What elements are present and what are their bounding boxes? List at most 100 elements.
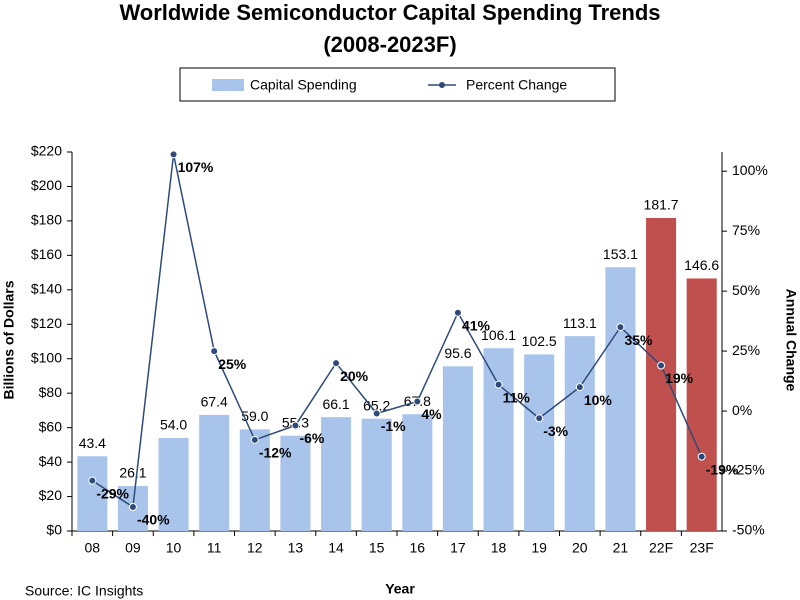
x-tick-label: 10 (166, 540, 182, 556)
x-tick-label: 21 (613, 540, 629, 556)
line-value-label: 41% (462, 317, 491, 333)
legend-label: Percent Change (466, 77, 567, 93)
x-tick-label: 11 (207, 540, 222, 556)
bar (483, 348, 514, 531)
source: Source: IC Insights (25, 583, 143, 599)
bar (524, 354, 555, 531)
bar-value-label: 102.5 (522, 333, 557, 349)
bar (686, 278, 717, 531)
bar-value-label: 54.0 (160, 417, 187, 433)
legend-box (179, 67, 616, 102)
line-marker (210, 347, 219, 356)
y2-tick-label: 75% (732, 222, 760, 238)
bar (158, 437, 189, 531)
line-value-label: 107% (178, 159, 214, 175)
x-tick-label: 20 (572, 540, 588, 556)
y-tick-label: $20 (39, 487, 63, 503)
line-marker (291, 421, 300, 430)
bar-value-label: 153.1 (603, 246, 638, 262)
legend-label: Capital Spending (250, 77, 357, 93)
line-value-label: -1% (381, 418, 406, 434)
y-tick-label: $140 (31, 281, 62, 297)
line-value-label: 10% (584, 392, 613, 408)
bar-value-label: 59.0 (241, 408, 268, 424)
line-value-label: -29% (96, 485, 129, 501)
bar-value-label: 65.2 (363, 397, 390, 413)
line-marker (250, 435, 259, 444)
bar-value-label: 106.1 (481, 327, 516, 343)
line-value-label: 35% (624, 332, 653, 348)
x-axis-title: Year (385, 581, 415, 597)
x-tick-label: 16 (410, 540, 426, 556)
legend-swatch (212, 79, 244, 91)
y-tick-label: $180 (31, 212, 62, 228)
x-tick-label: 09 (125, 540, 141, 556)
y2-tick-label: -25% (732, 462, 765, 478)
bar-value-label: 67.4 (201, 394, 228, 410)
bar-value-label: 95.6 (444, 345, 471, 361)
x-tick-label: 23F (690, 540, 714, 556)
line-value-label: 11% (503, 389, 531, 405)
line-value-label: 20% (340, 368, 369, 384)
line-marker (697, 452, 706, 461)
y-tick-label: $40 (39, 453, 63, 469)
chart-subtitle: (2008-2023F) (323, 32, 456, 57)
line-value-label: -19% (706, 461, 739, 477)
bar-value-label: 43.4 (79, 435, 106, 451)
line-marker (453, 308, 462, 317)
line-value-label: -3% (543, 423, 568, 439)
bar (77, 456, 108, 531)
x-tick-label: 22F (649, 540, 673, 556)
line-value-label: -12% (259, 445, 292, 461)
line-marker (169, 150, 178, 159)
line-marker (372, 409, 381, 418)
bar (564, 336, 595, 531)
bar (321, 417, 352, 531)
y-tick-label: $220 (31, 143, 62, 159)
y-tick-label: $0 (46, 522, 62, 538)
line-marker (128, 503, 137, 512)
y2-tick-label: -50% (732, 522, 765, 538)
line-marker (494, 380, 503, 389)
x-tick-label: 12 (247, 540, 263, 556)
bar (442, 366, 473, 531)
x-tick-label: 17 (450, 540, 466, 556)
bar-value-label: 181.7 (644, 197, 679, 213)
line-value-label: -40% (137, 512, 170, 528)
y-tick-label: $120 (31, 315, 62, 331)
legend-marker (439, 82, 445, 88)
line-value-label: 4% (421, 406, 442, 422)
y2-tick-label: 50% (732, 282, 760, 298)
bar (605, 267, 636, 531)
bar-value-label: 146.6 (684, 257, 719, 273)
x-tick-label: 14 (328, 540, 344, 556)
line-value-label: 25% (218, 356, 247, 372)
bar-value-label: 113.1 (563, 315, 597, 331)
line (91, 154, 703, 509)
y-axis-title: Billions of Dollars (1, 280, 17, 399)
y2-axis-title: Annual Change (783, 289, 799, 392)
x-tick-label: 13 (288, 540, 304, 556)
bar (280, 435, 311, 531)
line-marker (332, 359, 341, 368)
bar (239, 429, 270, 531)
y-tick-label: $160 (31, 246, 62, 262)
line-value-label: 19% (665, 370, 694, 386)
bar (361, 418, 392, 531)
y2-tick-label: 0% (732, 402, 752, 418)
bar (199, 414, 230, 531)
y-tick-label: $200 (31, 177, 62, 193)
line-marker (88, 476, 97, 485)
line-marker (616, 323, 625, 332)
bar-value-label: 26.1 (119, 465, 146, 481)
x-tick-label: 08 (85, 540, 101, 556)
bar (402, 414, 433, 531)
bar-value-label: 66.1 (322, 396, 349, 412)
y-tick-label: $100 (31, 349, 62, 365)
x-tick-label: 19 (531, 540, 547, 556)
x-tick-label: 15 (369, 540, 385, 556)
line-marker (575, 383, 584, 392)
y2-tick-label: 25% (732, 342, 760, 358)
line-marker (535, 414, 544, 423)
